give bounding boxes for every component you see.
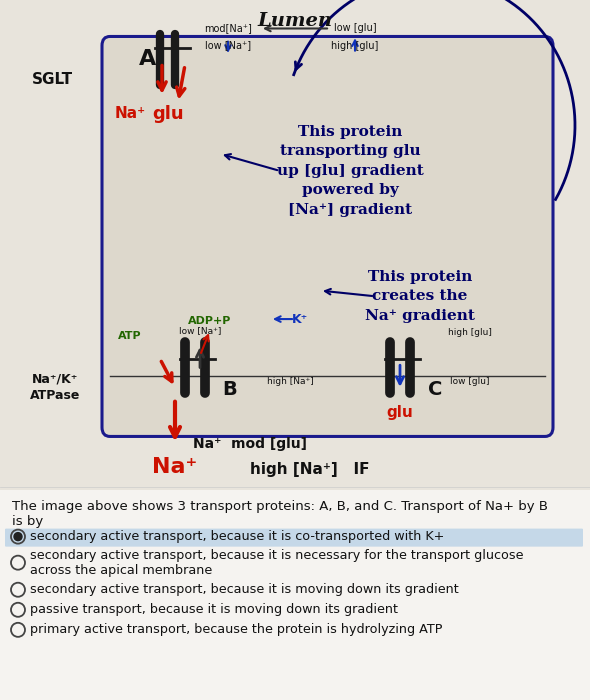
Text: high [Na⁺]   IF: high [Na⁺] IF	[250, 462, 370, 477]
Text: Lumen: Lumen	[257, 11, 333, 29]
Text: secondary active transport, because it is moving down its gradient: secondary active transport, because it i…	[30, 583, 459, 596]
Text: high [Na⁺]: high [Na⁺]	[267, 377, 313, 386]
Text: secondary active transport, because it is necessary for the transport glucose
ac: secondary active transport, because it i…	[30, 549, 523, 577]
FancyBboxPatch shape	[5, 528, 583, 547]
Text: The image above shows 3 transport proteins: A, B, and C. Transport of Na+ by B
i: The image above shows 3 transport protei…	[12, 500, 548, 528]
Text: low [Na⁺]: low [Na⁺]	[205, 41, 251, 50]
Text: Na⁺/K⁺
ATPase: Na⁺/K⁺ ATPase	[30, 372, 80, 402]
Text: ADP+P: ADP+P	[188, 316, 232, 326]
FancyBboxPatch shape	[0, 0, 590, 490]
Text: passive transport, because it is moving down its gradient: passive transport, because it is moving …	[30, 603, 398, 616]
Text: Na⁺: Na⁺	[114, 106, 146, 122]
FancyBboxPatch shape	[102, 36, 553, 436]
Text: glu: glu	[152, 105, 184, 123]
Text: This protein
transporting glu
up [glu] gradient
powered by
[Na⁺] gradient: This protein transporting glu up [glu] g…	[277, 125, 424, 217]
Text: K⁺: K⁺	[292, 313, 308, 326]
Text: glu: glu	[386, 405, 414, 420]
Text: primary active transport, because the protein is hydrolyzing ATP: primary active transport, because the pr…	[30, 623, 442, 636]
Text: SGLT: SGLT	[31, 72, 73, 88]
Text: high [glu]: high [glu]	[448, 328, 492, 337]
Text: This protein
creates the
Na⁺ gradient: This protein creates the Na⁺ gradient	[365, 270, 475, 323]
Text: Na⁺  mod [glu]: Na⁺ mod [glu]	[193, 438, 307, 452]
Text: mod[Na⁺]: mod[Na⁺]	[204, 24, 252, 34]
Text: Na⁺: Na⁺	[152, 457, 198, 477]
Text: high [glu]: high [glu]	[332, 41, 379, 50]
Text: C: C	[428, 380, 442, 399]
Circle shape	[14, 533, 22, 540]
Text: A: A	[139, 49, 156, 69]
Text: B: B	[222, 380, 237, 399]
Text: ATP: ATP	[118, 331, 142, 341]
Text: low [glu]: low [glu]	[450, 377, 490, 386]
Text: secondary active transport, because it is co-transported with K+: secondary active transport, because it i…	[30, 530, 444, 543]
Text: low [glu]: low [glu]	[334, 24, 376, 34]
Text: low [Na⁺]: low [Na⁺]	[179, 326, 221, 335]
